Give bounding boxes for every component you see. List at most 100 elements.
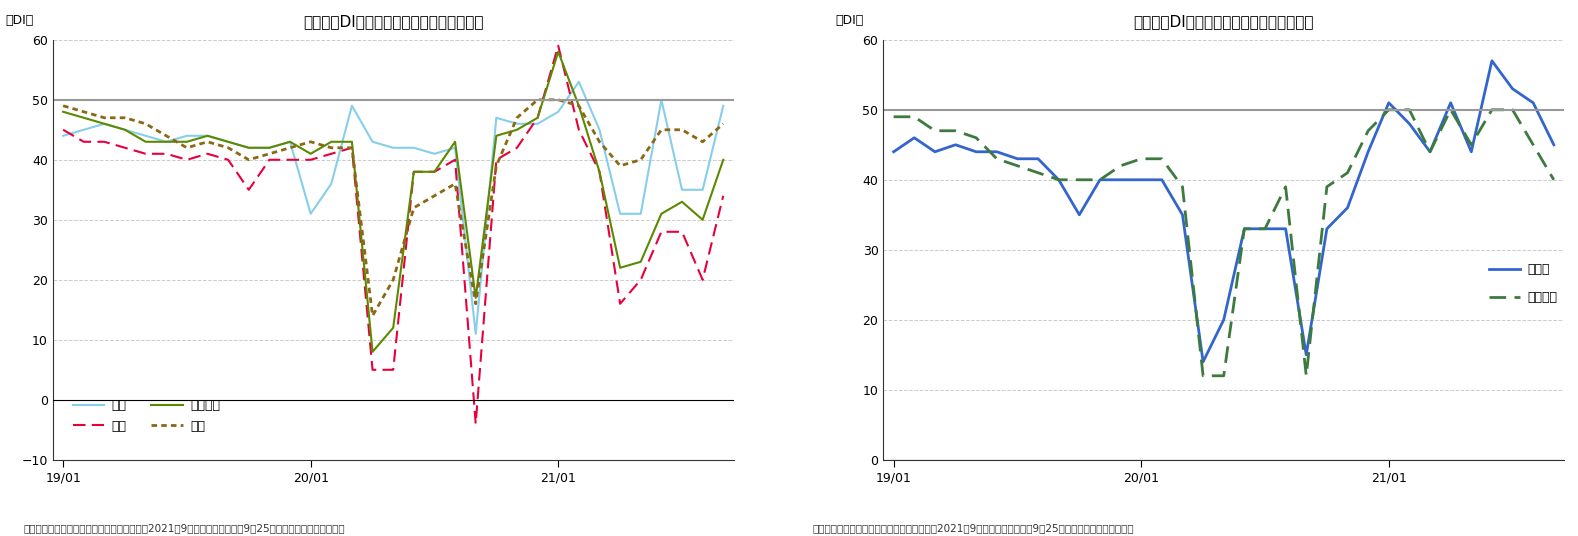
サービス <box>136 139 155 145</box>
サービス <box>383 325 402 331</box>
小売 <box>199 132 218 139</box>
非製造業 <box>1111 162 1130 169</box>
製造業 <box>1545 142 1564 148</box>
小売 <box>529 121 548 127</box>
小売 <box>136 132 155 139</box>
製造業 <box>1400 121 1419 127</box>
サービス <box>219 139 238 145</box>
小売 <box>54 132 73 139</box>
サービス <box>74 115 93 121</box>
Line: サービス: サービス <box>63 52 723 352</box>
製造業 <box>1297 352 1316 358</box>
非製造業 <box>1049 176 1068 183</box>
小売 <box>156 139 175 145</box>
非製造業 <box>1029 169 1048 176</box>
製造業 <box>1131 176 1150 183</box>
飲食 <box>383 367 402 373</box>
Title: 現状判断DI（家計動向関連）の内訳の推移: 現状判断DI（家計動向関連）の内訳の推移 <box>303 14 483 29</box>
住宅 <box>54 102 73 109</box>
サービス <box>177 139 196 145</box>
飲食 <box>156 151 175 157</box>
製造業 <box>1172 212 1191 218</box>
非製造業 <box>1400 107 1419 113</box>
住宅 <box>404 205 423 211</box>
サービス <box>424 168 443 175</box>
飲食 <box>529 115 548 121</box>
サービス <box>631 258 650 265</box>
サービス <box>549 49 568 55</box>
住宅 <box>363 312 382 319</box>
サービス <box>156 139 175 145</box>
サービス <box>301 151 320 157</box>
Line: 小売: 小売 <box>63 82 723 334</box>
非製造業 <box>947 128 966 134</box>
住宅 <box>322 145 341 151</box>
非製造業 <box>1213 373 1232 379</box>
製造業 <box>1318 226 1337 232</box>
非製造業 <box>925 128 944 134</box>
飲食 <box>219 157 238 163</box>
サービス <box>570 102 589 109</box>
サービス <box>281 139 300 145</box>
製造業 <box>1070 212 1089 218</box>
製造業 <box>1213 317 1232 323</box>
小売 <box>404 145 423 151</box>
サービス <box>611 265 630 271</box>
製造業 <box>1090 176 1109 183</box>
サービス <box>713 157 732 163</box>
住宅 <box>488 162 507 169</box>
住宅 <box>672 126 691 133</box>
製造業 <box>1111 176 1130 183</box>
小売 <box>549 109 568 115</box>
小売 <box>363 139 382 145</box>
飲食 <box>713 192 732 199</box>
非製造業 <box>1338 169 1357 176</box>
製造業 <box>1277 226 1296 232</box>
住宅 <box>652 126 671 133</box>
製造業 <box>1152 176 1171 183</box>
サービス <box>260 145 279 151</box>
住宅 <box>342 145 361 151</box>
製造業 <box>1193 359 1212 365</box>
製造業 <box>1504 86 1523 92</box>
製造業 <box>1441 100 1460 106</box>
小売 <box>590 126 609 133</box>
製造業 <box>1049 176 1068 183</box>
小売 <box>466 331 484 337</box>
サービス <box>95 121 114 127</box>
Legend: 小売, 飲食, サービス, 住宅: 小売, 飲食, サービス, 住宅 <box>73 399 221 433</box>
非製造業 <box>1256 226 1275 232</box>
住宅 <box>301 139 320 145</box>
サービス <box>445 139 464 145</box>
Line: 製造業: 製造業 <box>893 61 1554 362</box>
製造業 <box>1008 155 1027 162</box>
製造業 <box>884 148 903 155</box>
サービス <box>488 132 507 139</box>
住宅 <box>74 109 93 115</box>
非製造業 <box>1236 226 1255 232</box>
非製造業 <box>904 114 923 120</box>
サービス <box>115 126 134 133</box>
サービス <box>529 115 548 121</box>
住宅 <box>549 96 568 103</box>
住宅 <box>260 151 279 157</box>
非製造業 <box>1482 107 1501 113</box>
飲食 <box>54 126 73 133</box>
飲食 <box>363 367 382 373</box>
飲食 <box>342 145 361 151</box>
サービス <box>693 217 712 223</box>
非製造業 <box>1524 142 1543 148</box>
飲食 <box>508 145 527 151</box>
飲食 <box>260 157 279 163</box>
飲食 <box>115 145 134 151</box>
住宅 <box>529 96 548 103</box>
製造業 <box>1420 148 1439 155</box>
飲食 <box>488 157 507 163</box>
非製造業 <box>884 114 903 120</box>
飲食 <box>693 277 712 283</box>
Line: 非製造業: 非製造業 <box>893 110 1554 376</box>
非製造業 <box>1152 155 1171 162</box>
住宅 <box>199 139 218 145</box>
住宅 <box>693 139 712 145</box>
飲食 <box>570 126 589 133</box>
